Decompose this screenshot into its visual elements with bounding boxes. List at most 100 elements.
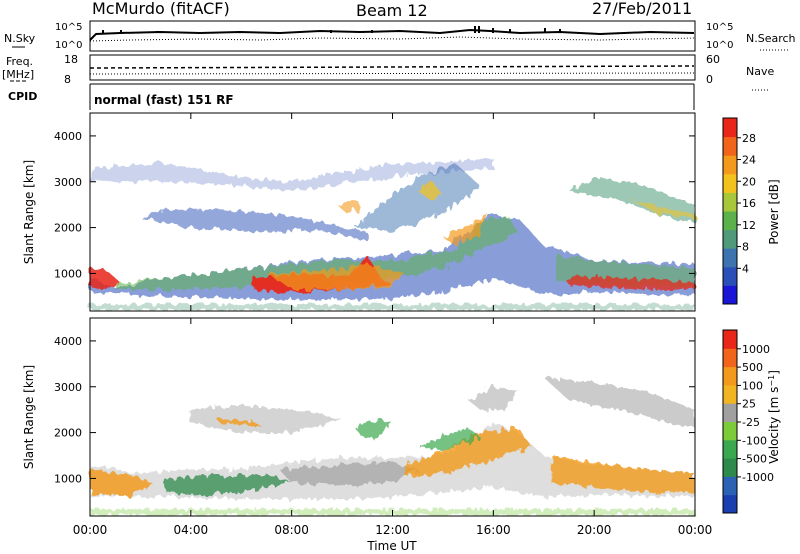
- y-tick-label: 1000: [54, 472, 82, 485]
- backscatter-region: [115, 213, 519, 290]
- backscatter-region: [90, 268, 121, 290]
- backscatter-region: [468, 386, 519, 410]
- nsearch-tick-bottom: 10^0: [706, 40, 733, 51]
- velocity-colorbar-label: Velocity [m s−1]: [767, 370, 782, 464]
- colorbar-segment: [723, 476, 737, 496]
- velocity-colorbar: 1000 500 100 25 -25 -100 -500 -1000: [722, 329, 774, 514]
- date-title: 27/Feb/2011: [592, 0, 693, 18]
- colorbar-tick-label: 12: [742, 219, 756, 232]
- freq-tick-bottom: 8: [64, 73, 71, 86]
- x-axis-label: Time UT: [366, 539, 417, 553]
- colorbar-segment: [723, 192, 737, 212]
- colorbar-tick-label: 16: [742, 197, 756, 210]
- colorbar-segment: [723, 248, 737, 268]
- colorbar-segment: [723, 155, 737, 175]
- colorbar-segment: [723, 229, 737, 249]
- backscatter-region: [569, 275, 695, 290]
- colorbar-segment: [723, 421, 737, 441]
- backscatter-region: [165, 473, 292, 495]
- colorbar-segment: [723, 366, 737, 386]
- colorbar-segment: [723, 330, 737, 349]
- colorbar-frame: [722, 117, 738, 305]
- freq-panel: Freq. [MHz] 18 8 60 0 Nave: [2, 53, 774, 91]
- colorbar-tick-label: 8: [742, 241, 749, 254]
- backscatter-region: [354, 163, 481, 233]
- colorbar-segment: [723, 403, 737, 422]
- nave-label: Nave: [746, 65, 774, 78]
- x-tick-label: 12:00: [375, 523, 410, 537]
- colorbar-segment: [723, 439, 737, 459]
- backscatter-region: [90, 469, 153, 497]
- power-colorbar: 28 24 20 16 12 8 4: [722, 117, 756, 305]
- velocity-axes: 4000 3000 2000 1000: [54, 318, 696, 516]
- station-title: McMurdo (fitACF): [92, 0, 230, 18]
- colorbar-tick-label: -100: [742, 434, 767, 447]
- velocity-colorbar-label-main: Velocity [m s: [767, 387, 781, 464]
- backscatter-region: [266, 264, 406, 290]
- power-y-axis-label: Slant Range [km]: [22, 160, 36, 264]
- colorbar-segment: [723, 458, 737, 477]
- power-axes: 4000 3000 2000 1000: [54, 113, 696, 311]
- colorbar-tick-label: 1000: [742, 343, 770, 356]
- cpid-label: CPID: [8, 90, 37, 103]
- y-tick-label: 3000: [54, 176, 82, 189]
- colorbar-tick-label: -1000: [742, 471, 774, 484]
- y-tick-label: 4000: [54, 130, 82, 143]
- backscatter-region: [442, 213, 489, 246]
- colorbar-tick-label: 25: [742, 398, 756, 411]
- velocity-panel: 4000 3000 2000 1000 Slant Range [km] 1000 50…: [22, 317, 782, 517]
- backscatter-region: [140, 209, 368, 242]
- nsearch-series: [89, 36, 695, 42]
- x-tick-label: 20:00: [577, 523, 612, 537]
- backscatter-region: [354, 418, 393, 438]
- backscatter-region: [543, 377, 695, 428]
- backscatter-region: [216, 418, 262, 426]
- colorbar-segment: [723, 348, 737, 368]
- nave-tick-bottom: 0: [706, 73, 713, 86]
- backscatter-region: [190, 405, 343, 433]
- power-heatmap: [90, 158, 695, 311]
- colorbar-tick-label: 28: [742, 132, 756, 145]
- nsearch-tick-top: 10^5: [706, 22, 733, 33]
- nsky-spikes: [102, 26, 561, 33]
- cpid-text: normal (fast) 151 RF: [94, 93, 234, 107]
- backscatter-region: [417, 428, 481, 451]
- nave-series: [89, 72, 695, 75]
- backscatter-region: [337, 200, 363, 214]
- nsky-tick-bottom: 10^0: [55, 40, 82, 51]
- velocity-colorbar-label-end: ]: [767, 370, 781, 375]
- x-tick-label: 00:00: [73, 523, 108, 537]
- y-tick-label: 2000: [54, 427, 82, 440]
- y-tick-label: 1000: [54, 267, 82, 280]
- backscatter-region: [417, 181, 443, 201]
- colorbar-tick-label: 100: [742, 379, 763, 392]
- colorbar-segment: [723, 118, 737, 138]
- nsky-series: [89, 28, 695, 41]
- x-tick-label: 08:00: [274, 523, 309, 537]
- x-tick-label: 04:00: [174, 523, 209, 537]
- y-tick-label: 4000: [54, 335, 82, 348]
- freq-series: [89, 65, 695, 69]
- nsky-tick-top: 10^5: [55, 22, 82, 33]
- backscatter-region: [279, 462, 418, 486]
- backscatter-region: [551, 455, 695, 493]
- y-tick-label: 3000: [54, 381, 82, 394]
- colorbar-tick-label: -500: [742, 453, 767, 466]
- colorbar-segment: [723, 173, 737, 193]
- power-panel: 4000 3000 2000 1000 Slant Range [km] 28 24 20…: [22, 112, 781, 312]
- colorbar-segment: [723, 384, 737, 404]
- nsearch-label: N.Search: [746, 32, 796, 45]
- velocity-colorbar-label-exp: −1: [767, 375, 776, 387]
- x-tick-label: 00:00: [678, 523, 713, 537]
- beam-title: Beam 12: [356, 1, 428, 20]
- colorbar-tick-label: 20: [742, 175, 756, 188]
- freq-label-line2: [MHz]: [2, 68, 34, 81]
- colorbar-tick-label: -25: [742, 416, 760, 429]
- y-tick-label: 2000: [54, 222, 82, 235]
- nave-tick-top: 60: [706, 53, 720, 66]
- colorbar-tick-label: 4: [742, 262, 749, 275]
- backscatter-region: [405, 428, 532, 477]
- nsky-panel: N.Sky 10^5 10^0 10^5 10^0 N.Search: [4, 20, 796, 52]
- backscatter-region: [632, 200, 695, 219]
